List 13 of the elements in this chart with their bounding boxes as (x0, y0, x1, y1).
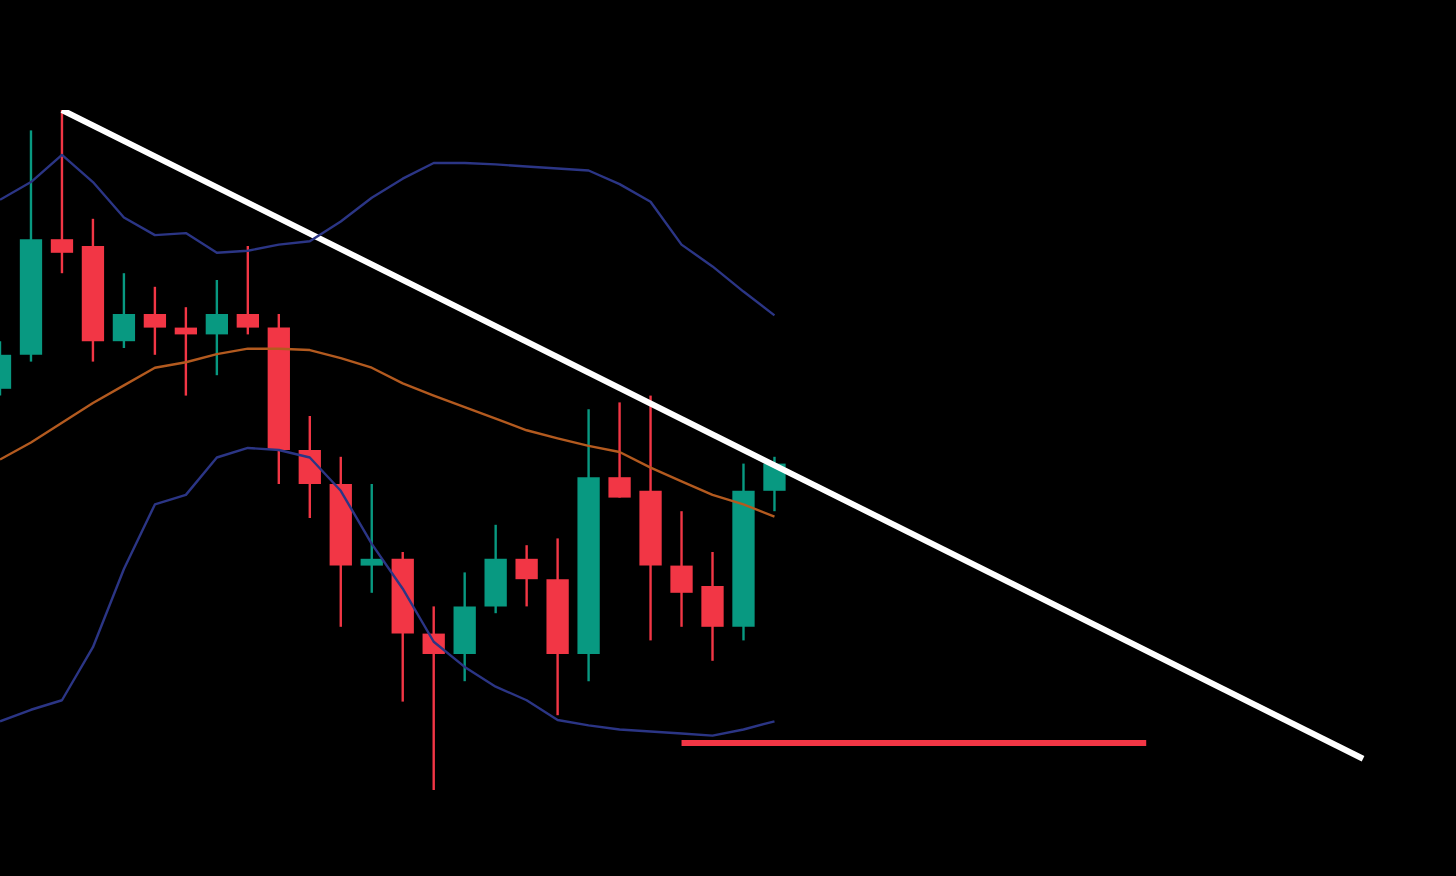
candlestick (453, 571, 476, 683)
candlestick (143, 285, 167, 356)
candlestick (515, 544, 538, 608)
candlestick (50, 108, 74, 275)
candlestick (484, 523, 507, 615)
candlestick (670, 510, 693, 628)
candlestick (701, 550, 724, 662)
candlestick (298, 414, 321, 520)
candlestick (112, 272, 136, 350)
candlestick (236, 244, 259, 336)
candlestick (608, 401, 631, 499)
candlestick (360, 482, 383, 594)
candlestick (205, 278, 228, 377)
